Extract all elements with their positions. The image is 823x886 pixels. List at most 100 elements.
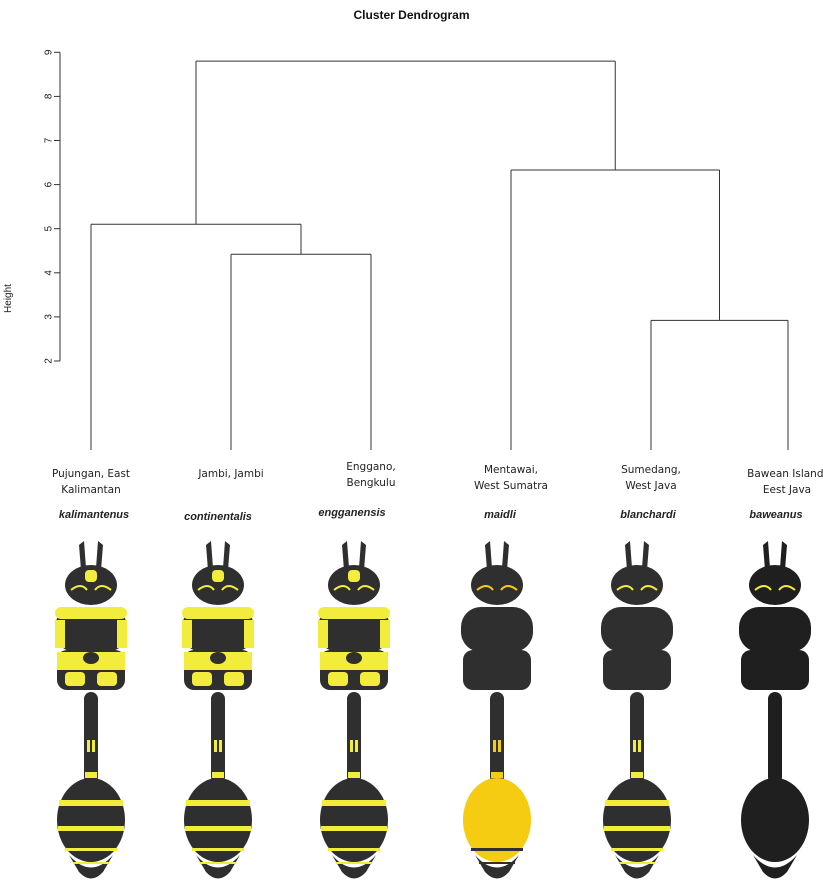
wasp-thorax bbox=[461, 607, 533, 652]
wasp-mandible bbox=[625, 541, 632, 570]
wasp-gaster bbox=[184, 778, 252, 862]
wasp-petiole-marking bbox=[214, 740, 217, 752]
y-tick-label: 7 bbox=[44, 137, 55, 143]
wasp-head bbox=[65, 565, 117, 605]
y-tick-label: 5 bbox=[44, 225, 55, 231]
wasp-head-marking bbox=[197, 585, 215, 591]
wasp-gaster bbox=[741, 778, 809, 862]
wasp-thorax-marking bbox=[182, 620, 192, 648]
leaf-site-label: Jambi, Jambi bbox=[198, 468, 264, 480]
wasp-petiole bbox=[490, 692, 504, 784]
wasp-thorax-marking bbox=[318, 620, 328, 648]
wasp-propodeum bbox=[741, 650, 809, 690]
wasp-propodeum bbox=[603, 650, 671, 690]
leaf-site-label: Sumedang, West Java bbox=[621, 464, 681, 492]
wasp-gaster-band bbox=[73, 862, 109, 864]
wasp-gaster bbox=[320, 778, 388, 862]
wasp-head bbox=[328, 565, 380, 605]
wasp-head-marking bbox=[640, 585, 658, 591]
wasp-head-marking bbox=[500, 585, 518, 591]
wasp-petiole bbox=[630, 692, 644, 784]
wasp-propodeum-marking bbox=[192, 672, 212, 686]
wasp-head-marking bbox=[221, 585, 239, 591]
wasp-propodeum-marking bbox=[346, 652, 362, 664]
wasp-mandible bbox=[780, 541, 787, 570]
wasp-petiole-marking bbox=[355, 740, 358, 752]
y-tick-label: 6 bbox=[44, 181, 55, 187]
dendrogram: 2 3 4 5 6 7 8 9 bbox=[44, 49, 789, 450]
y-tick-label: 8 bbox=[44, 93, 55, 99]
wasp-propodeum-marking bbox=[97, 672, 117, 686]
wasp-petiole bbox=[347, 692, 361, 784]
wasp-gaster-band bbox=[321, 826, 387, 831]
wasp-propodeum-marking bbox=[224, 672, 244, 686]
wasp-thorax-marking bbox=[93, 622, 97, 634]
wasp-head bbox=[192, 565, 244, 605]
wasp-thorax-marking bbox=[318, 607, 390, 619]
wasp-petiole-marking bbox=[219, 740, 222, 752]
wasp-mandible bbox=[359, 541, 366, 570]
wasp-gaster-band bbox=[186, 800, 250, 806]
wasp-petiole bbox=[84, 692, 98, 784]
wasp-gaster-band bbox=[604, 826, 670, 831]
wasp-gaster-band bbox=[322, 800, 386, 806]
wasp-head bbox=[471, 565, 523, 605]
wasp-thorax-marking bbox=[117, 620, 127, 648]
wasp-gaster-tip bbox=[69, 855, 113, 879]
wasp-thorax bbox=[739, 607, 811, 652]
wasp-thorax-marking bbox=[55, 620, 65, 648]
wasp-thorax-marking bbox=[244, 620, 254, 648]
y-tick-label: 9 bbox=[44, 49, 55, 55]
wasp-thorax-marking bbox=[85, 622, 89, 634]
chart-title: Cluster Dendrogram bbox=[353, 8, 470, 22]
wasp-head bbox=[611, 565, 663, 605]
wasp-propodeum-marking bbox=[328, 672, 348, 686]
wasp-thorax-marking bbox=[356, 622, 360, 634]
wasp-gaster-band bbox=[328, 848, 380, 851]
wasp-mandible bbox=[763, 541, 770, 570]
y-tick-label: 3 bbox=[44, 314, 55, 320]
wasp-face-marking bbox=[85, 570, 97, 582]
species-label: baweanus bbox=[749, 509, 803, 521]
wasp-petiole-marking bbox=[350, 740, 353, 752]
wasp-head-marking bbox=[778, 585, 796, 591]
wasp-head-marking bbox=[754, 585, 772, 591]
wasp-gaster bbox=[603, 778, 671, 862]
wasp-head-marking bbox=[357, 585, 375, 591]
wasp-propodeum-marking bbox=[210, 652, 226, 664]
leaf-site-label: Bawean Island, Eest Java bbox=[747, 468, 823, 496]
wasp-petiole-marking bbox=[348, 772, 360, 778]
wasp-thorax-marking bbox=[55, 607, 127, 619]
leaf-site-label: Enggano, Bengkulu bbox=[346, 461, 396, 489]
wasp-petiole-marking bbox=[631, 772, 643, 778]
wasp-mandible bbox=[502, 541, 509, 570]
wasp-propodeum-marking bbox=[83, 652, 99, 664]
wasp-gaster-band bbox=[471, 848, 523, 851]
wasp-thorax-marking bbox=[212, 622, 216, 634]
wasp-head-marking bbox=[476, 585, 494, 591]
leaf-site-label: Pujungan, East Kalimantan bbox=[51, 468, 131, 496]
wasp-mandible bbox=[79, 541, 86, 570]
wasp-gaster-band bbox=[58, 826, 124, 831]
wasp-petiole-marking bbox=[212, 772, 224, 778]
wasp-gaster-band bbox=[605, 800, 669, 806]
wasp-mandible bbox=[206, 541, 213, 570]
wasp-head bbox=[749, 565, 801, 605]
wasp-petiole bbox=[211, 692, 225, 784]
wasp-thorax-marking bbox=[348, 622, 352, 634]
wasp-propodeum-marking bbox=[65, 672, 85, 686]
wasp-gaster-tip bbox=[753, 855, 797, 879]
leaf-site-label: Mentawai, West Sumatra bbox=[473, 464, 548, 492]
wasp-petiole-marking bbox=[493, 740, 496, 752]
wasp-face-marking bbox=[212, 570, 224, 582]
species-label: blanchardi bbox=[620, 509, 676, 521]
wasp-gaster-tip bbox=[332, 855, 376, 879]
wasp-petiole-marking bbox=[87, 740, 90, 752]
species-label: engganensis bbox=[318, 507, 386, 519]
species-label: maidli bbox=[484, 509, 516, 521]
wasp-gaster-band bbox=[336, 862, 372, 864]
wasp-mandible bbox=[485, 541, 492, 570]
wasp-mandible bbox=[96, 541, 103, 570]
wasp-propodeum bbox=[463, 650, 531, 690]
